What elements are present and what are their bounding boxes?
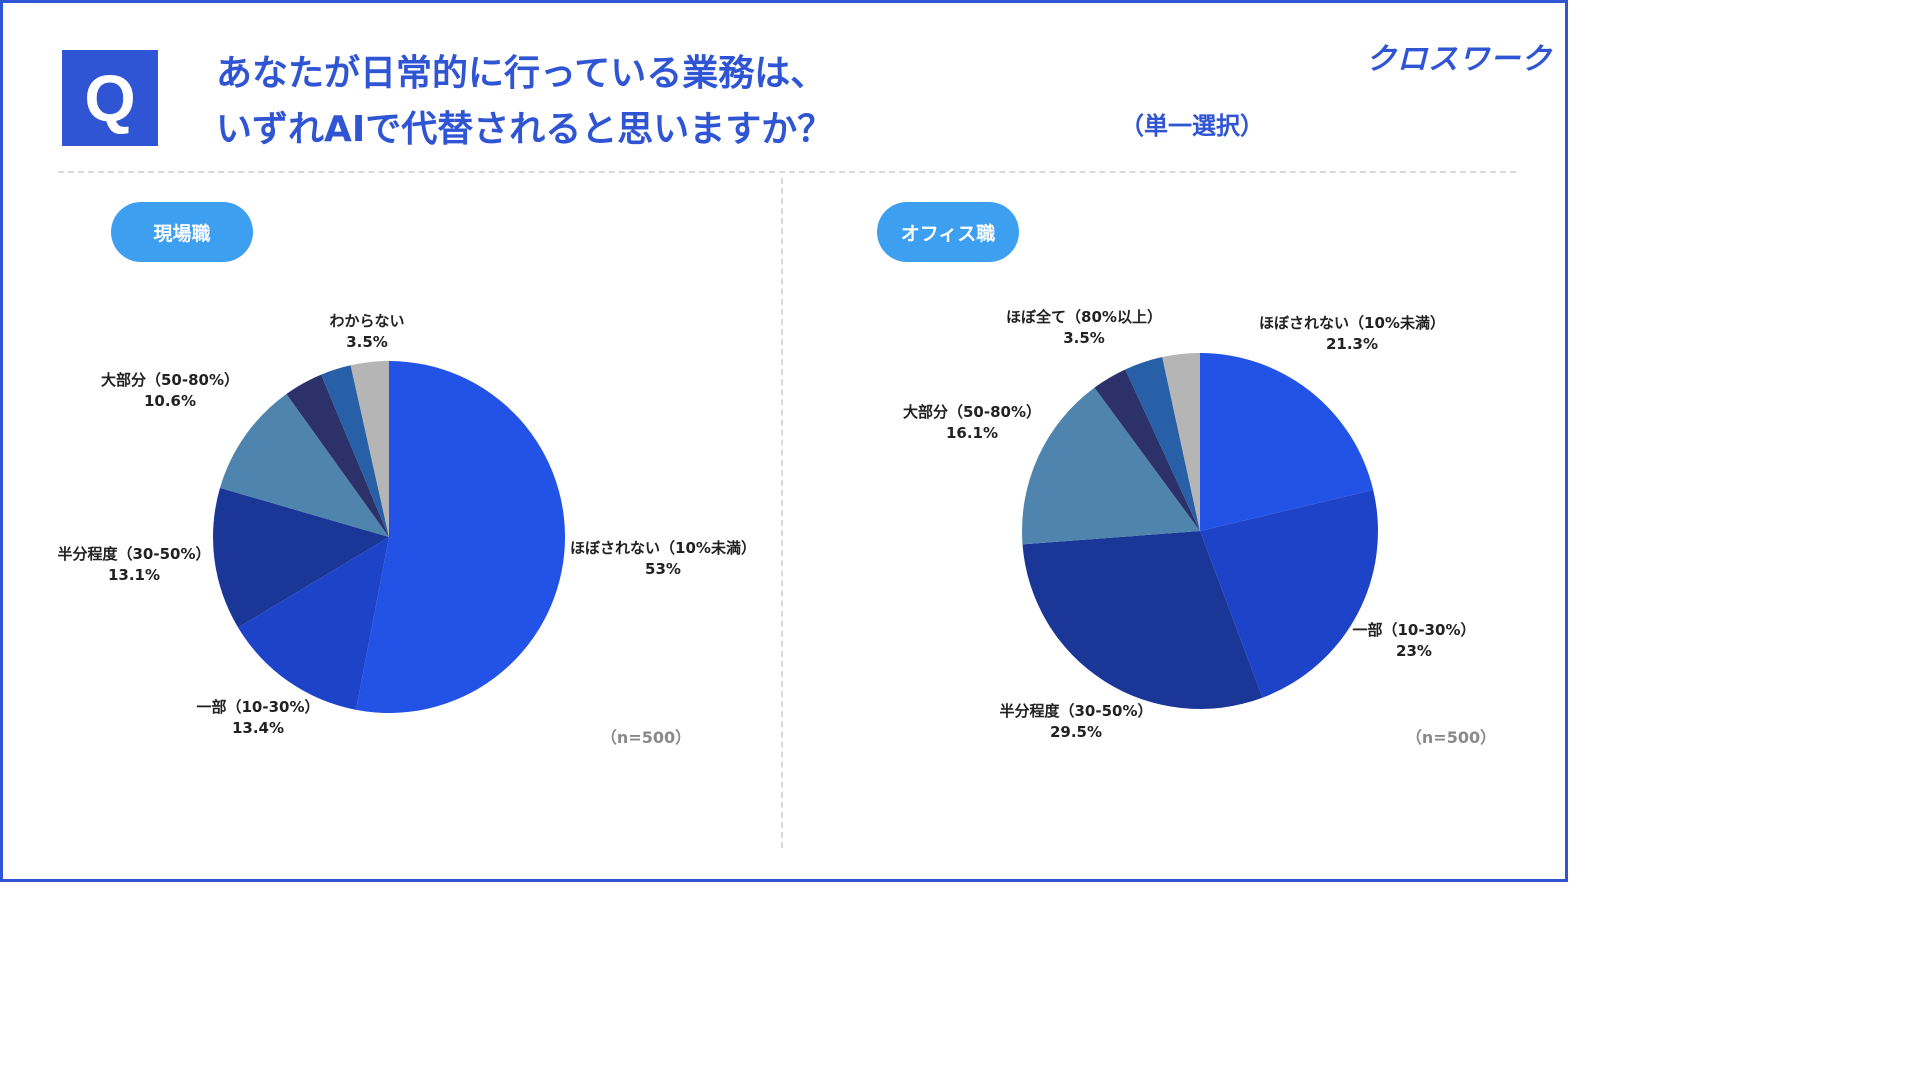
question-title-line2: いずれAIで代替されると思いますか？ <box>216 109 834 150</box>
pie2-slice-4-value: 16.1% <box>946 424 998 442</box>
pie-charts: ほぼされない（10%未満） 53% 一部（10-30%） 13.4% 半分程度（30-5… <box>57 308 1496 747</box>
pie2-slice-2-label: 一部（10-30%） <box>1352 621 1475 639</box>
pie2-slice-2 <box>1200 489 1378 698</box>
pie1-slice-4 <box>219 393 389 537</box>
pie2-slice-3 <box>1022 531 1263 710</box>
pie1-sample-size: （n=500） <box>601 728 691 747</box>
pie2-slice-6 <box>1125 357 1200 531</box>
pie2-slice-4 <box>1022 387 1200 545</box>
pie2-sample-size: （n=500） <box>1406 728 1496 747</box>
selection-type-note: （単一選択） <box>1120 112 1264 140</box>
group-pill-field-workers: 現場職 <box>111 202 253 262</box>
pie2-slice-3-label: 半分程度（30-50%） <box>999 702 1152 720</box>
pie2-slice-2-value: 23% <box>1396 642 1432 660</box>
pie2-slice-4-label: 大部分（50-80%） <box>903 403 1041 421</box>
panel-divider <box>781 178 783 848</box>
pie2-slice-6-label: ほぼ全て（80%以上） <box>1006 308 1162 326</box>
pie1-slice-7 <box>350 361 389 537</box>
pie2-slice-3-value: 29.5% <box>1050 723 1102 741</box>
header-divider <box>58 171 1516 173</box>
group-pill-office-workers: オフィス職 <box>877 202 1019 262</box>
pie2-slice-5 <box>1094 369 1200 531</box>
pie1-slice-1 <box>356 361 566 714</box>
pie1-slice-6 <box>321 365 389 537</box>
pie2-slice-6-value: 3.5% <box>1063 329 1105 347</box>
pie1-slice-2-label: 一部（10-30%） <box>196 698 319 716</box>
question-title-line1: あなたが日常的に行っている業務は、 <box>216 53 827 94</box>
brand-logo: クロスワーク <box>1366 42 1552 77</box>
pie2-slice-7 <box>1162 353 1200 531</box>
pie1-slice-1-label: ほぼされない（10%未満） <box>570 539 756 557</box>
pie1-slice-4-value: 10.6% <box>144 392 196 410</box>
pie1-slice-7-value: 3.5% <box>346 333 388 351</box>
pie1-slice-7-label: わからない <box>329 312 404 330</box>
pie2-slice-1 <box>1200 353 1374 531</box>
pie1-slice-2-value: 13.4% <box>232 719 284 737</box>
pie1-slice-2 <box>238 537 389 710</box>
pie1-slice-3-label: 半分程度（30-50%） <box>57 545 210 563</box>
pie2-slice-1-label: ほぼされない（10%未満） <box>1259 314 1445 332</box>
question-badge: Q <box>62 50 158 146</box>
pie1-slice-4-label: 大部分（50-80%） <box>101 371 239 389</box>
pie2-slice-1-value: 21.3% <box>1326 335 1378 353</box>
pie1-slice-3 <box>213 487 389 628</box>
pie1-slice-5 <box>286 374 389 537</box>
question-title: あなたが日常的に行っている業務は、 いずれAIで代替されると思いますか？ <box>216 46 1096 158</box>
pie1-slice-1-value: 53% <box>645 560 681 578</box>
pie1-slice-3-value: 13.1% <box>108 566 160 584</box>
